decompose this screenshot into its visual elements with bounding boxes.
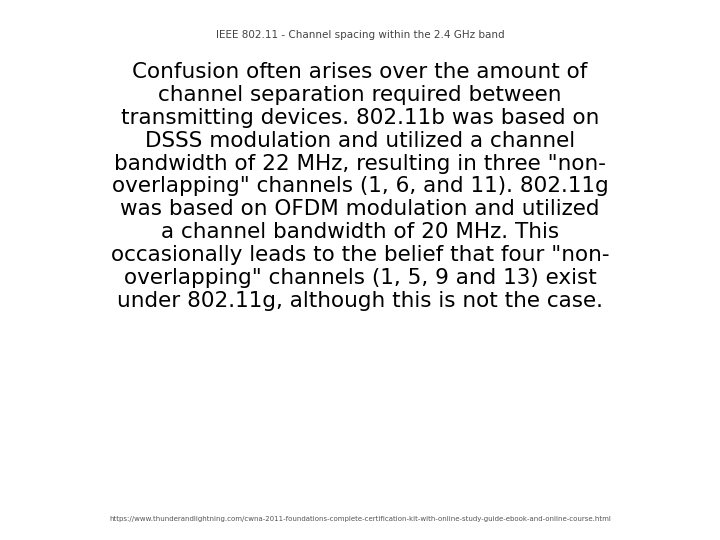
- Text: IEEE 802.11 - Channel spacing within the 2.4 GHz band: IEEE 802.11 - Channel spacing within the…: [216, 30, 504, 40]
- Text: https://www.thunderandlightning.com/cwna-2011-foundations-complete-certification: https://www.thunderandlightning.com/cwna…: [109, 516, 611, 522]
- Text: Confusion often arises over the amount of
channel separation required between
tr: Confusion often arises over the amount o…: [111, 62, 609, 311]
